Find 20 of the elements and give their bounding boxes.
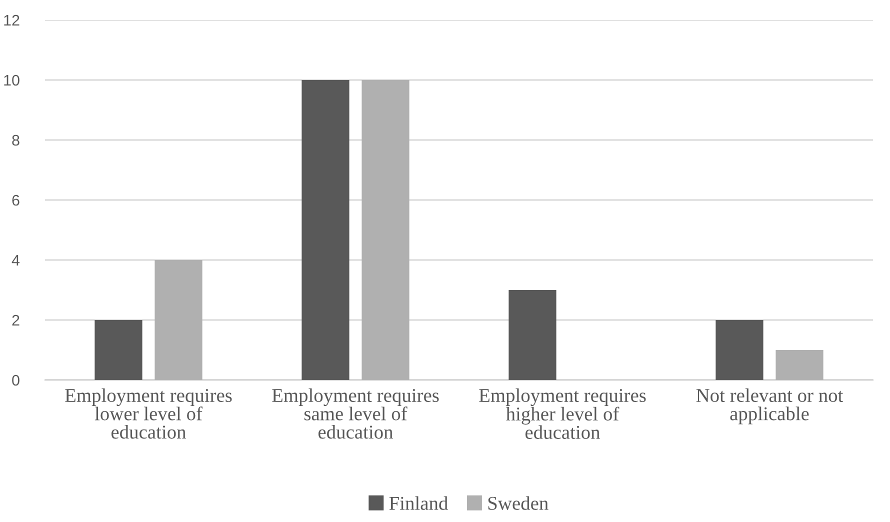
bar xyxy=(154,260,202,380)
bar xyxy=(362,80,410,380)
legend-label: Finland xyxy=(389,496,448,510)
x-tick-label: Not relevant or not applicable xyxy=(696,388,844,424)
y-tick-label: 12 xyxy=(4,14,20,26)
y-tick-label: 8 xyxy=(12,134,20,146)
bar xyxy=(508,290,556,380)
bar xyxy=(716,320,764,380)
bar xyxy=(302,80,350,380)
y-tick-label: 10 xyxy=(4,74,20,86)
y-tick-label: 4 xyxy=(12,255,20,266)
y-tick-label: 2 xyxy=(12,314,20,326)
x-tick-label: Employment requires same level of education xyxy=(272,388,439,439)
bar xyxy=(94,320,142,380)
legend-label: Sweden xyxy=(488,496,548,510)
y-tick-label: 0 xyxy=(12,374,20,386)
x-tick-label: Employment requires lower level of education xyxy=(65,388,232,439)
y-tick-label: 6 xyxy=(12,194,20,206)
x-tick-label: Employment requires higher level of education xyxy=(479,388,646,439)
bar xyxy=(776,350,824,380)
